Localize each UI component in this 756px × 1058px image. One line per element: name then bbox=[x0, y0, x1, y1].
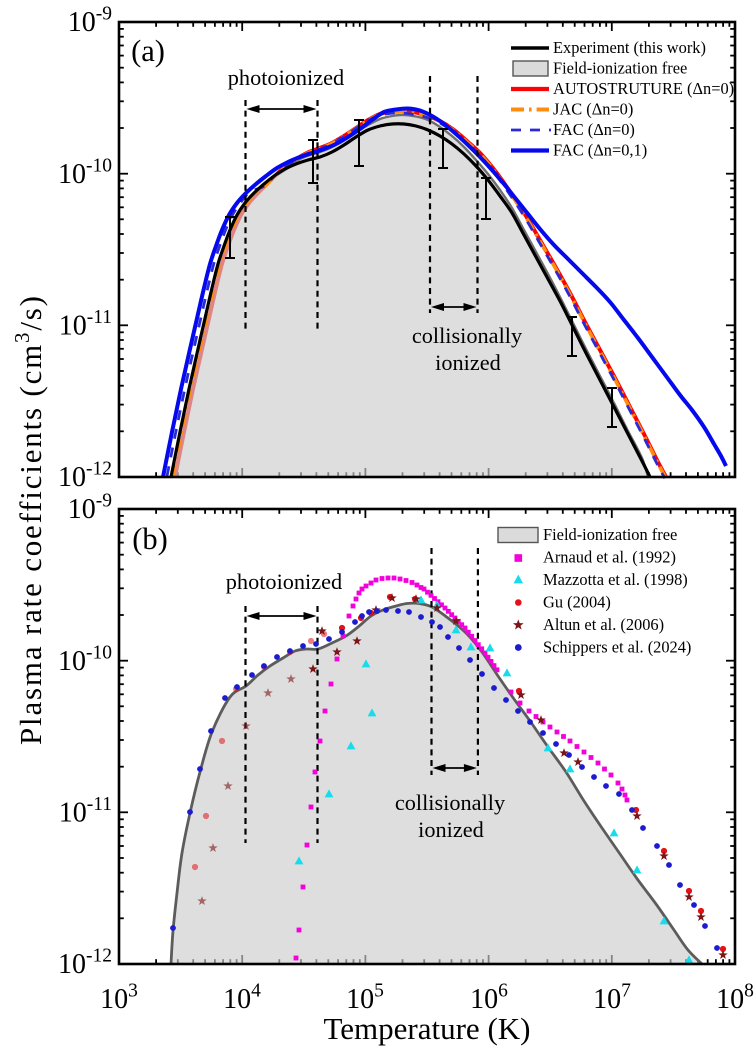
svg-text:10-10: 10-10 bbox=[58, 155, 112, 190]
svg-text:Experiment (this work): Experiment (this work) bbox=[553, 38, 706, 57]
svg-text:Mazzotta et al. (1998): Mazzotta et al. (1998) bbox=[543, 570, 688, 589]
svg-text:Field-ionization free: Field-ionization free bbox=[553, 59, 687, 78]
svg-text:ionized: ionized bbox=[418, 817, 484, 842]
svg-text:10-9: 10-9 bbox=[68, 4, 112, 39]
svg-text:10-9: 10-9 bbox=[68, 491, 112, 526]
svg-text:10-12: 10-12 bbox=[58, 946, 112, 981]
svg-text:collisionally: collisionally bbox=[395, 790, 506, 815]
svg-text:FAC (Δn=0,1): FAC (Δn=0,1) bbox=[553, 141, 647, 160]
svg-text:105: 105 bbox=[346, 980, 384, 1015]
svg-text:108: 108 bbox=[716, 980, 754, 1015]
svg-text:Field-ionization free: Field-ionization free bbox=[543, 525, 677, 544]
svg-text:Plasma rate coefficients (cm3/: Plasma rate coefficients (cm3/s) bbox=[10, 296, 48, 745]
svg-text:(b): (b) bbox=[132, 522, 168, 556]
svg-text:10-10: 10-10 bbox=[58, 642, 112, 677]
svg-text:Gu (2004): Gu (2004) bbox=[543, 593, 611, 612]
svg-text:10-11: 10-11 bbox=[59, 307, 112, 342]
svg-text:JAC (Δn=0): JAC (Δn=0) bbox=[553, 100, 633, 119]
svg-text:Temperature (K): Temperature (K) bbox=[324, 1011, 531, 1046]
svg-text:10-11: 10-11 bbox=[59, 794, 112, 829]
svg-text:collisionally: collisionally bbox=[412, 323, 523, 348]
svg-text:103: 103 bbox=[100, 980, 138, 1015]
svg-text:photoionized: photoionized bbox=[228, 65, 344, 90]
svg-text:Schippers et al. (2024): Schippers et al. (2024) bbox=[543, 638, 691, 657]
svg-text:10-12: 10-12 bbox=[58, 459, 112, 494]
svg-text:AUTOSTRUTURE (Δn=0): AUTOSTRUTURE (Δn=0) bbox=[553, 79, 734, 98]
svg-text:104: 104 bbox=[223, 980, 261, 1015]
svg-text:FAC (Δn=0): FAC (Δn=0) bbox=[553, 120, 635, 139]
svg-text:Altun et al. (2006): Altun et al. (2006) bbox=[543, 615, 664, 634]
svg-text:107: 107 bbox=[593, 980, 631, 1015]
svg-text:photoionized: photoionized bbox=[226, 569, 342, 594]
svg-text:106: 106 bbox=[470, 980, 508, 1015]
svg-text:ionized: ionized bbox=[435, 350, 501, 375]
svg-text:(a): (a) bbox=[131, 34, 165, 68]
svg-text:Arnaud et al. (1992): Arnaud et al. (1992) bbox=[543, 548, 676, 567]
